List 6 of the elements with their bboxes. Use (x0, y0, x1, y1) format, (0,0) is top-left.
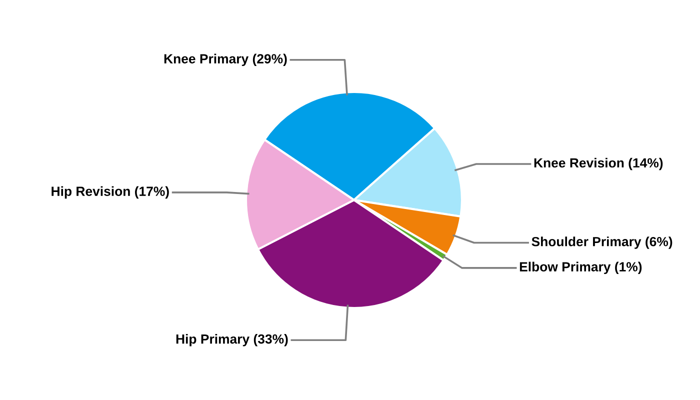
slice-label: Hip Primary (33%) (176, 334, 288, 346)
slice-label: Elbow Primary (1%) (520, 262, 642, 274)
slice-label: Hip Revision (17%) (52, 186, 169, 199)
slice-label: Shoulder Primary (6%) (532, 236, 672, 249)
slice-label: Knee Primary (29%) (164, 54, 287, 66)
slice-label: Knee Revision (14%) (534, 158, 663, 170)
